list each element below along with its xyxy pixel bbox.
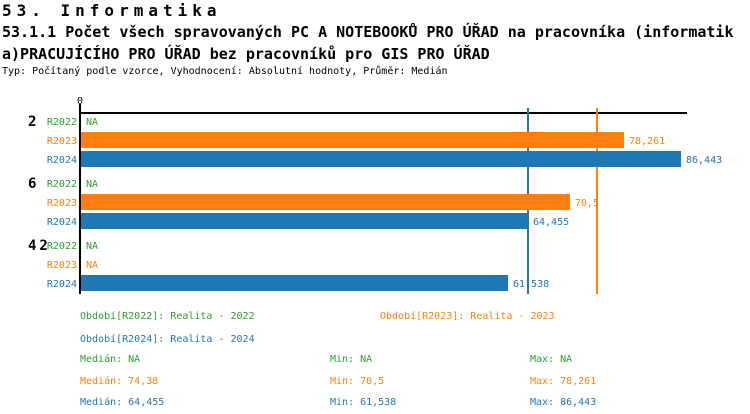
stat-max-r2023: Max: 78,261	[530, 376, 597, 387]
series-label: R2022	[46, 179, 77, 190]
x-axis-line	[80, 112, 687, 114]
stat-median-r2023: Medián: 74,38	[80, 376, 159, 387]
series-label: R2023	[46, 198, 77, 209]
stat-max-r2024: Max: 86,443	[530, 397, 597, 408]
bar-r2023-group-6	[81, 194, 570, 210]
bar-r2024-group-2	[81, 151, 681, 167]
series-label: R2022	[46, 117, 77, 128]
bar-value-label: 64,455	[533, 217, 570, 228]
bar-value-label: 86,443	[686, 155, 723, 166]
series-label: R2024	[46, 155, 77, 166]
stat-max-r2022: Max: NA	[530, 354, 573, 365]
na-label: NA	[86, 117, 99, 128]
y-axis-line	[79, 104, 81, 294]
bar-r2023-group-2	[81, 132, 624, 148]
series-label: R2022	[46, 241, 77, 252]
bar-value-label: 61,538	[513, 279, 550, 290]
group-label: 6	[28, 176, 40, 192]
indicator-title-line1: 53.1.1 Počet všech spravovaných PC A NOT…	[2, 23, 734, 41]
series-label: R2024	[46, 279, 77, 290]
bar-value-label: 78,261	[629, 136, 666, 147]
legend-item-r2022: Období[R2022]: Realita - 2022	[80, 311, 255, 322]
series-label: R2024	[46, 217, 77, 228]
axis-tick-label: 0	[76, 96, 84, 107]
stat-min-r2023: Min: 70,5	[330, 376, 385, 387]
stat-median-r2022: Medián: NA	[80, 354, 141, 365]
series-label: R2023	[46, 260, 77, 271]
stat-min-r2022: Min: NA	[330, 354, 373, 365]
stat-min-r2024: Min: 61,538	[330, 397, 397, 408]
stat-median-r2024: Medián: 64,455	[80, 397, 165, 408]
indicator-title-line2: a)PRACUJÍCÍHO PRO ÚŘAD bez pracovníků pr…	[2, 45, 490, 63]
report-meta: Typ: Počítaný podle vzorce, Vyhodnocení:…	[2, 66, 448, 77]
bar-r2024-group-42	[81, 275, 508, 291]
bar-value-label: 70,5	[575, 198, 600, 209]
section-title: 53. Informatika	[2, 1, 222, 20]
group-label: 2	[28, 114, 40, 130]
group-label: 42	[28, 238, 51, 254]
na-label: NA	[86, 179, 99, 190]
legend-item-r2024: Období[R2024]: Realita - 2024	[80, 334, 255, 345]
bar-r2024-group-6	[81, 213, 528, 229]
na-label: NA	[86, 241, 99, 252]
median-line-r2023	[596, 108, 598, 294]
series-label: R2023	[46, 136, 77, 147]
legend-item-r2023: Období[R2023]: Realita - 2023	[380, 311, 555, 322]
na-label: NA	[86, 260, 99, 271]
